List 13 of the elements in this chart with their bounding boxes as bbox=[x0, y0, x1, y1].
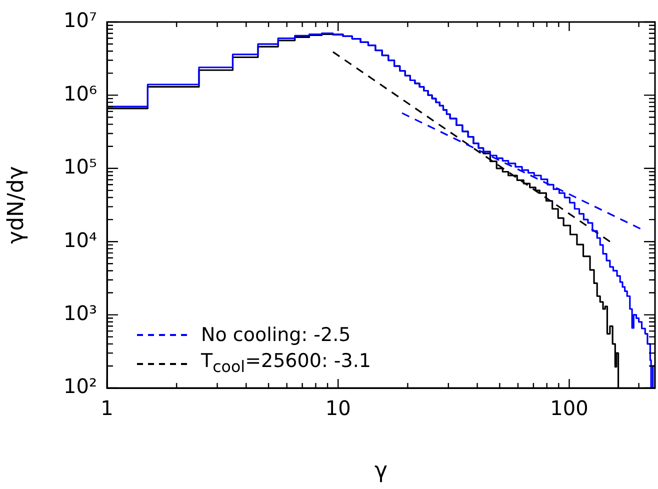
legend-label: No cooling: -2.5 bbox=[201, 323, 351, 348]
y-tick-label: 10⁵ bbox=[64, 154, 97, 179]
legend-label: T$_{cool}$=25600: -3.1 bbox=[201, 349, 371, 378]
x-tick-label: 1 bbox=[100, 396, 114, 420]
y-tick-label: 10³ bbox=[64, 301, 97, 326]
y-axis-title: γdN/dγ bbox=[4, 166, 29, 244]
x-tick-label: 100 bbox=[550, 396, 588, 420]
y-tick-label: 10⁶ bbox=[64, 81, 97, 106]
x-axis-title: γ bbox=[374, 458, 388, 484]
y-tick-label: 10⁴ bbox=[64, 228, 97, 252]
y-tick-label: 10² bbox=[64, 374, 97, 398]
y-tick-label: 10⁷ bbox=[64, 8, 97, 32]
x-tick-label: 10 bbox=[325, 396, 351, 420]
